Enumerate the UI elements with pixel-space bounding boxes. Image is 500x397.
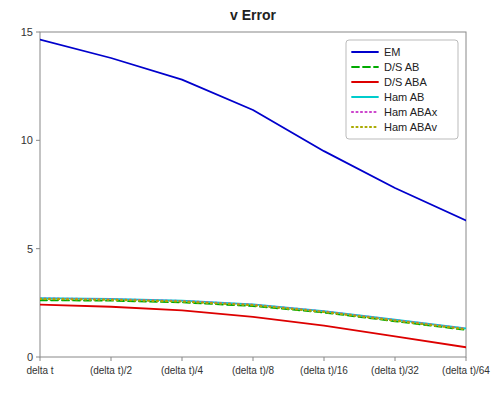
x-tick — [466, 357, 467, 361]
x-tick-label: (delta t)/2 — [90, 365, 133, 376]
y-tick-label: 10 — [21, 134, 33, 146]
x-tick-label: (delta t)/32 — [371, 365, 419, 376]
chart: v Error 0 5 10 15 delta t (delta t)/2 (delta t)… — [0, 0, 500, 397]
legend: EM D/S AB D/S ABA Ham AB Ham ABAx Ham ABAv — [346, 40, 458, 139]
legend-label: EM — [384, 46, 401, 58]
y-tick — [36, 140, 40, 141]
legend-swatch — [352, 111, 378, 113]
series-line — [40, 40, 466, 221]
legend-label: Ham ABAx — [384, 106, 438, 118]
legend-label: D/S AB — [384, 61, 419, 73]
x-tick-label: (delta t)/16 — [300, 365, 348, 376]
x-tick — [40, 357, 41, 361]
x-tick — [395, 357, 396, 361]
series-line — [40, 299, 466, 329]
x-tick-label: (delta t)/64 — [442, 365, 490, 376]
legend-swatch — [352, 51, 378, 53]
legend-swatch — [352, 66, 378, 68]
x-tick — [111, 357, 112, 361]
y-tick-label: 5 — [27, 243, 33, 255]
y-tick-label: 0 — [27, 351, 33, 363]
x-tick — [324, 357, 325, 361]
series-line — [40, 305, 466, 348]
x-tick — [182, 357, 183, 361]
legend-swatch — [352, 96, 378, 98]
series-line — [40, 298, 466, 328]
legend-swatch — [352, 81, 378, 83]
y-tick — [36, 248, 40, 249]
title: v Error — [230, 7, 276, 23]
x-tick-label: delta t — [26, 365, 53, 376]
y-tick — [36, 357, 40, 358]
legend-label: Ham ABAv — [384, 121, 437, 133]
series-line — [40, 299, 466, 329]
plot-frame — [40, 32, 466, 357]
y-tick — [36, 32, 40, 33]
legend-swatch — [352, 126, 378, 128]
legend-label: Ham AB — [384, 91, 424, 103]
legend-box — [346, 40, 458, 139]
lines — [40, 40, 466, 348]
x-tick-label: (delta t)/8 — [232, 365, 275, 376]
legend-label: D/S ABA — [384, 76, 427, 88]
x-tick — [253, 357, 254, 361]
y-tick-label: 15 — [21, 26, 33, 38]
x-tick-label: (delta t)/4 — [161, 365, 204, 376]
